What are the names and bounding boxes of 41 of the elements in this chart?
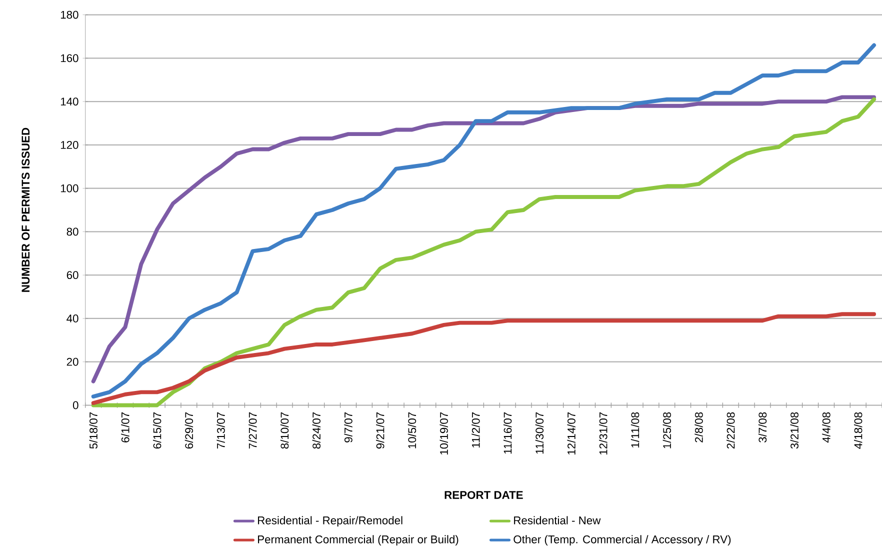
x-tick-label: 11/2/07 xyxy=(472,412,480,448)
y-tick-label: 160 xyxy=(60,54,78,62)
x-tick-label: 11/30/07 xyxy=(535,412,544,454)
y-tick-label: 40 xyxy=(66,314,78,322)
x-tick-label: 2/8/08 xyxy=(694,412,703,442)
legend-label: Residential - New xyxy=(514,516,601,524)
legend-label: Residential - Repair/Remodel xyxy=(258,516,402,527)
x-tick-label: 12/31/07 xyxy=(599,412,608,454)
x-tick-label: 8/24/07 xyxy=(312,412,320,449)
x-tick-label: 9/21/07 xyxy=(376,412,384,449)
x-tick-label: 5/18/07 xyxy=(89,412,98,449)
y-tick-label: 100 xyxy=(60,184,78,192)
y-tick-label: 180 xyxy=(60,10,78,19)
y-tick-label: 120 xyxy=(60,140,78,149)
x-tick-label: 2/22/08 xyxy=(726,412,735,449)
x-tick-label: 7/27/07 xyxy=(248,412,257,449)
x-tick-label: 6/15/07 xyxy=(152,412,162,449)
x-tick-label: 7/13/07 xyxy=(216,412,225,449)
x-tick-label: 9/7/07 xyxy=(344,412,352,442)
x-tick-label: 3/21/08 xyxy=(790,412,798,449)
y-tick-label: 60 xyxy=(66,271,78,280)
y-tick-label: 80 xyxy=(66,228,78,236)
x-tick-label: 10/5/07 xyxy=(408,412,416,448)
y-tick-label: 140 xyxy=(60,98,78,106)
x-tick-label: 4/4/08 xyxy=(822,412,830,443)
x-tick-label: 11/16/07 xyxy=(503,412,512,454)
y-tick-label: 0 xyxy=(72,401,78,410)
x-tick-label: 8/10/07 xyxy=(280,412,289,449)
y-axis-title: NUMBER OF PERMITS ISSUED xyxy=(22,128,30,292)
x-tick-label: 10/19/07 xyxy=(440,412,448,454)
x-tick-label: 1/25/08 xyxy=(662,412,672,448)
x-tick-label: 4/18/08 xyxy=(854,412,862,449)
legend-label: Permanent Commercial (Repair or Build) xyxy=(258,535,458,546)
x-tick-label: 3/7/08 xyxy=(758,412,767,442)
y-tick-label: 20 xyxy=(66,358,78,366)
x-tick-label: 1/11/08 xyxy=(630,412,640,448)
x-tick-label: 12/14/07 xyxy=(567,412,576,454)
x-tick-label: 6/29/07 xyxy=(184,412,194,449)
legend-label: Other (Temp. Commercial / Accessory / RV) xyxy=(514,535,731,546)
x-axis-title: REPORT DATE xyxy=(444,491,523,499)
x-tick-label: 6/1/07 xyxy=(121,412,130,442)
